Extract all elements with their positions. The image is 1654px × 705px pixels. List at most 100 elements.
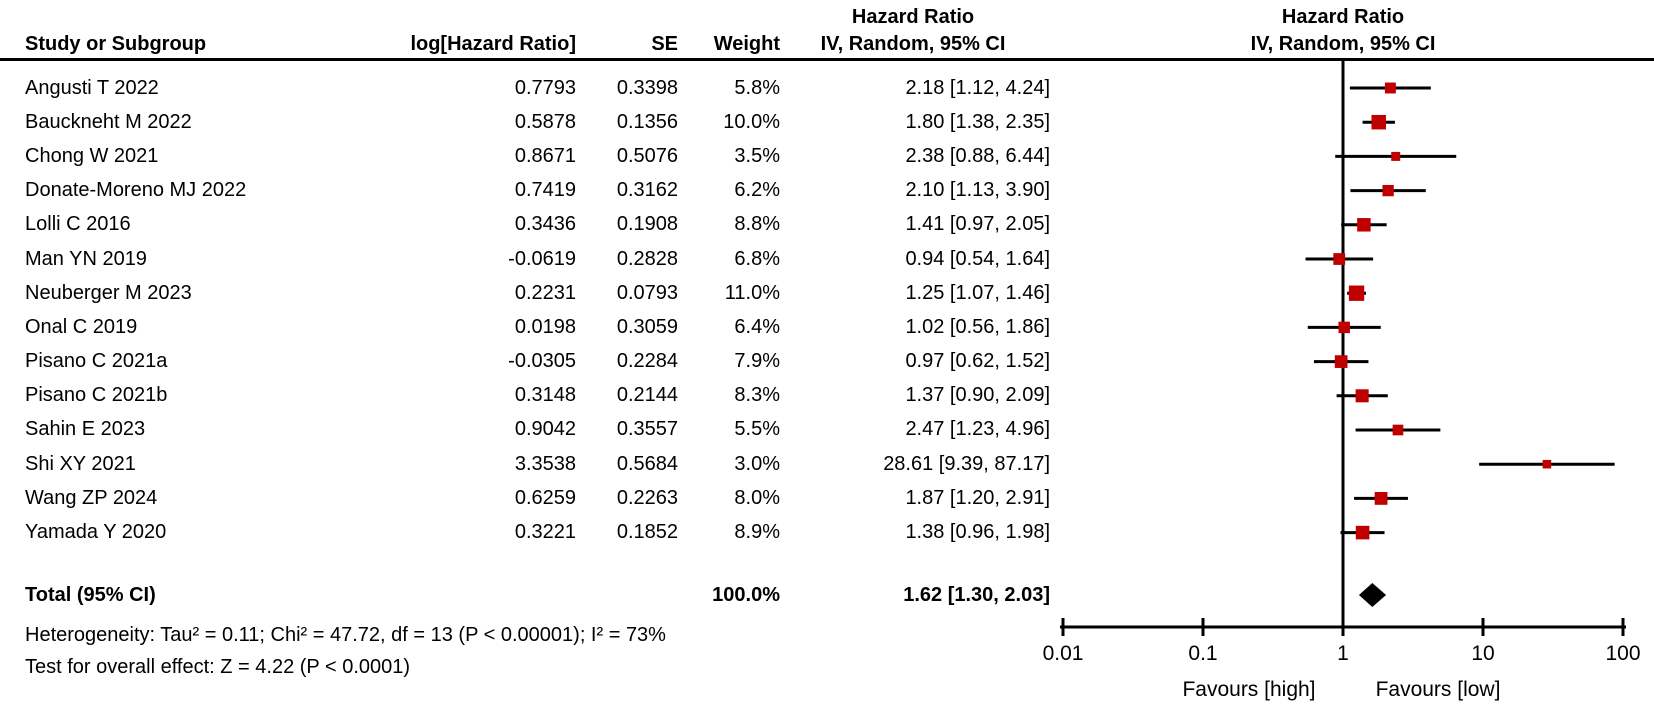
se-value: 0.3162 (616, 179, 678, 202)
ci-column-subheader: IV, Random, 95% CI (820, 33, 1006, 55)
loghr-value: 0.3148 (514, 384, 576, 407)
se-value: 0.5684 (616, 452, 678, 475)
x-tick-label: 0.1 (1188, 642, 1217, 665)
study-name: Sahin E 2023 (25, 418, 146, 441)
ci-text: 1.80 [1.38, 2.35] (905, 110, 1050, 133)
se-value: 0.2263 (616, 486, 678, 509)
loghr-value: 0.3436 (514, 213, 576, 236)
weight-value: 7.9% (734, 350, 780, 373)
weight-value: 8.9% (734, 521, 780, 544)
study-row: Shi XY 2021 3.3538 0.5684 3.0% 28.61 [9.39, … (0, 447, 1050, 481)
study-row: Angusti T 2022 0.7793 0.3398 5.8% 2.18 [1.12… (0, 71, 1050, 105)
ci-text: 1.38 [0.96, 1.98] (905, 521, 1050, 544)
effect-marker (1357, 218, 1371, 232)
se-value: 0.1852 (616, 521, 678, 544)
effect-marker (1348, 285, 1365, 301)
total-row: Total (95% CI) 100.0% 1.62 [1.30, 2.03] (0, 584, 1050, 607)
ci-text: 28.61 [9.39, 87.17] (883, 452, 1050, 475)
ci-text: 1.25 [1.07, 1.46] (905, 281, 1050, 304)
total-ci: 1.62 [1.30, 2.03] (903, 584, 1050, 606)
study-name: Bauckneht M 2022 (25, 110, 192, 133)
loghr-column-header: log[Hazard Ratio] (410, 33, 576, 55)
study-name: Man YN 2019 (25, 247, 147, 270)
study-row: Lolli C 2016 0.3436 0.1908 8.8% 1.41 [0.97, … (0, 208, 1050, 242)
studies-table-rows: Angusti T 2022 0.7793 0.3398 5.8% 2.18 [1.12… (0, 71, 1050, 550)
study-name: Angusti T 2022 (25, 76, 159, 99)
effect-marker (1542, 459, 1552, 469)
x-tick-label: 10 (1471, 642, 1494, 665)
weight-value: 8.0% (734, 486, 780, 509)
study-row: Wang ZP 2024 0.6259 0.2263 8.0% 1.87 [1.20, … (0, 481, 1050, 515)
study-name: Lolli C 2016 (25, 213, 131, 236)
weight-value: 11.0% (724, 281, 780, 304)
pooled-diamond (1358, 583, 1387, 607)
effect-marker (1384, 82, 1396, 94)
study-name: Chong W 2021 (25, 144, 159, 167)
weight-value: 6.2% (734, 179, 780, 202)
overall-effect-text: Test for overall effect: Z = 4.22 (P < 0… (25, 656, 411, 678)
effect-marker (1338, 321, 1350, 334)
plot-column-subheader: IV, Random, 95% CI (1250, 33, 1436, 55)
study-column-header: Study or Subgroup (25, 33, 207, 55)
study-name: Pisano C 2021a (25, 350, 168, 373)
ci-text: 2.10 [1.13, 3.90] (905, 179, 1050, 202)
loghr-value: 0.5878 (514, 110, 576, 133)
study-name: Onal C 2019 (25, 315, 138, 338)
weight-column-header: Weight (713, 33, 780, 55)
heterogeneity-text: Heterogeneity: Tau² = 0.11; Chi² = 47.72… (25, 624, 666, 646)
study-row: Sahin E 2023 0.9042 0.3557 5.5% 2.47 [1.23, … (0, 413, 1050, 447)
se-value: 0.3059 (616, 315, 678, 338)
weight-value: 6.4% (734, 315, 780, 338)
weight-value: 8.3% (734, 384, 780, 407)
loghr-value: 0.0198 (514, 315, 576, 338)
favours-right-label: Favours [low] (1376, 678, 1501, 701)
loghr-value: -0.0619 (508, 247, 576, 270)
effect-marker (1355, 525, 1370, 540)
weight-value: 3.0% (734, 452, 780, 475)
x-tick-label: 1 (1337, 642, 1349, 665)
se-value: 0.0793 (616, 281, 678, 304)
weight-value: 8.8% (734, 213, 780, 236)
weight-value: 10.0% (723, 110, 780, 133)
ci-text: 1.41 [0.97, 2.05] (905, 213, 1050, 236)
header-divider (0, 58, 1654, 61)
se-value: 0.1356 (616, 110, 678, 133)
loghr-value: 3.3538 (514, 452, 576, 475)
study-row: Neuberger M 2023 0.2231 0.0793 11.0% 1.25 [1… (0, 276, 1050, 310)
loghr-value: 0.2231 (514, 281, 576, 304)
study-row: Pisano C 2021a -0.0305 0.2284 7.9% 0.97 [0.6… (0, 345, 1050, 379)
ci-text: 2.18 [1.12, 4.24] (905, 76, 1050, 99)
ci-text: 1.87 [1.20, 2.91] (905, 486, 1050, 509)
loghr-value: 0.6259 (514, 486, 576, 509)
total-label: Total (95% CI) (25, 584, 156, 606)
study-row: Bauckneht M 2022 0.5878 0.1356 10.0% 1.80 [1… (0, 105, 1050, 139)
study-row: Yamada Y 2020 0.3221 0.1852 8.9% 1.38 [0.96,… (0, 515, 1050, 549)
ci-text: 1.37 [0.90, 2.09] (905, 384, 1050, 407)
effect-marker (1334, 355, 1348, 368)
study-name: Yamada Y 2020 (25, 521, 167, 544)
effect-marker (1333, 253, 1346, 265)
x-tick-label: 0.01 (1043, 642, 1084, 665)
study-row: Donate-Moreno MJ 2022 0.7419 0.3162 6.2% 2.1… (0, 174, 1050, 208)
ci-text: 2.38 [0.88, 6.44] (905, 144, 1050, 167)
study-row: Onal C 2019 0.0198 0.3059 6.4% 1.02 [0.56, 1… (0, 310, 1050, 344)
effect-marker (1391, 151, 1401, 161)
study-name: Shi XY 2021 (25, 452, 136, 475)
study-row: Pisano C 2021b 0.3148 0.2144 8.3% 1.37 [0.90… (0, 379, 1050, 413)
study-name: Donate-Moreno MJ 2022 (25, 179, 247, 202)
favours-left-label: Favours [high] (1182, 678, 1315, 701)
loghr-value: 0.9042 (514, 418, 576, 441)
weight-value: 5.8% (734, 76, 780, 99)
effect-marker (1374, 492, 1388, 505)
study-name: Neuberger M 2023 (25, 281, 192, 304)
x-tick-label: 100 (1605, 642, 1640, 665)
total-weight: 100.0% (712, 584, 780, 606)
effect-marker (1392, 424, 1404, 436)
ci-text: 0.94 [0.54, 1.64] (905, 247, 1050, 270)
se-value: 0.1908 (616, 213, 678, 236)
effect-marker (1371, 114, 1386, 130)
loghr-value: 0.7419 (514, 179, 576, 202)
se-value: 0.2144 (616, 384, 678, 407)
